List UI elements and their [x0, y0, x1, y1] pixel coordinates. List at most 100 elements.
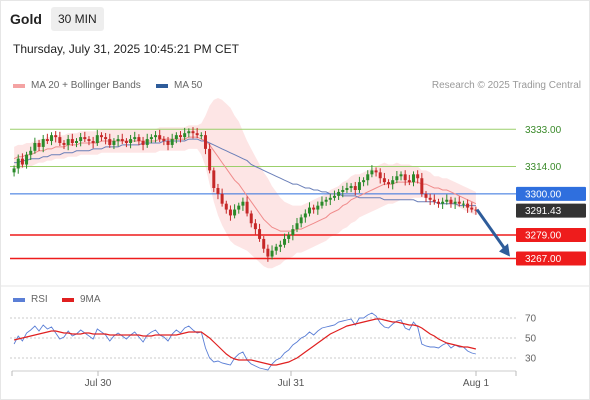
candle: [208, 143, 212, 174]
candle-body: [445, 199, 449, 202]
candle-body: [99, 135, 103, 138]
candle: [320, 196, 324, 209]
candle-body: [312, 207, 316, 210]
price-levels-layer: [10, 128, 516, 260]
candle-body: [104, 137, 108, 140]
candle: [212, 167, 216, 193]
candle-body: [328, 197, 332, 200]
candle: [407, 174, 411, 186]
symbol-title: Gold: [10, 11, 42, 27]
candle-body: [382, 178, 386, 183]
candle: [154, 131, 158, 143]
candle-body: [137, 137, 141, 142]
timeframe-tab[interactable]: 30 MIN: [51, 7, 104, 31]
candle: [20, 153, 24, 168]
candle-body: [83, 137, 87, 140]
candle: [374, 167, 378, 177]
candle-body: [291, 229, 295, 236]
candle: [124, 138, 128, 148]
candle: [274, 243, 278, 255]
candle: [116, 134, 120, 147]
candle-body: [170, 139, 174, 145]
candle: [249, 210, 253, 228]
candle: [37, 140, 41, 152]
candle-body: [179, 135, 183, 138]
x-tick-label: Jul 30: [85, 378, 112, 389]
legend-label: MA 50: [174, 80, 203, 91]
candle: [224, 200, 228, 214]
candle: [270, 245, 274, 260]
candle-body: [124, 141, 128, 143]
candle-body: [116, 139, 120, 142]
pivot-label-text: 3300.00: [525, 189, 562, 200]
candle-body: [33, 142, 37, 151]
candle-body: [62, 142, 66, 145]
candle-body: [266, 248, 270, 257]
candle: [195, 127, 199, 139]
candle: [133, 131, 137, 143]
candle-body: [112, 141, 116, 145]
candle: [83, 131, 87, 143]
candle-body: [245, 201, 249, 214]
candle: [145, 133, 149, 148]
candle-body: [212, 170, 216, 189]
candle-body: [270, 250, 274, 257]
candle: [99, 132, 103, 142]
candle: [216, 183, 220, 200]
rsi-tick-label: 70: [525, 314, 537, 325]
candle-body: [95, 135, 99, 143]
candle: [62, 140, 66, 150]
candle-body: [337, 191, 341, 196]
candle: [16, 154, 20, 174]
legend-item-ma50: MA 50: [156, 80, 202, 91]
candle-body: [166, 141, 170, 145]
candle-body: [278, 244, 282, 247]
candle-body: [203, 135, 207, 149]
candle: [241, 197, 245, 211]
candle-body: [449, 199, 453, 204]
candle: [466, 199, 470, 213]
candle: [233, 204, 237, 219]
candle-body: [349, 186, 353, 189]
candle-body: [332, 195, 336, 198]
candle: [287, 232, 291, 244]
candle-body: [195, 133, 199, 136]
research-credit: Research © 2025 Trading Central: [431, 80, 581, 91]
last-price-text: 3291.43: [525, 206, 562, 217]
legend-label: 9MA: [80, 294, 101, 305]
candle: [453, 197, 457, 209]
candle: [295, 217, 299, 233]
x-tick-label: Aug 1: [463, 378, 490, 389]
candle: [449, 196, 453, 208]
chart-header: Gold 30 MIN: [0, 0, 590, 36]
support-label-text: 3267.00: [525, 254, 562, 265]
candle-body: [191, 131, 195, 134]
candle: [220, 188, 224, 207]
candle: [312, 204, 316, 214]
candle: [104, 133, 108, 145]
candle-body: [345, 188, 349, 190]
candle: [424, 190, 428, 202]
candle: [70, 133, 74, 146]
candle-body: [283, 238, 287, 245]
candle: [370, 165, 374, 178]
legend-item-9ma: 9MA: [62, 294, 101, 305]
candle: [303, 209, 307, 223]
x-axis: Jul 30 Jul 31 Aug 1: [11, 370, 517, 389]
rsi-tick-label: 30: [525, 354, 537, 365]
candle-body: [37, 142, 41, 147]
candle: [283, 233, 287, 248]
candles-layer: [12, 127, 478, 262]
candle-body: [378, 172, 382, 179]
candle: [79, 133, 83, 147]
candle-body: [220, 193, 224, 204]
candle-body: [45, 139, 49, 142]
candle: [74, 138, 78, 148]
support-label-text: 3279.00: [525, 231, 562, 242]
candle-body: [424, 193, 428, 198]
candle-body: [16, 158, 20, 169]
candle: [432, 194, 436, 205]
candle-body: [129, 139, 133, 143]
candle: [25, 151, 29, 169]
candle: [395, 170, 399, 184]
